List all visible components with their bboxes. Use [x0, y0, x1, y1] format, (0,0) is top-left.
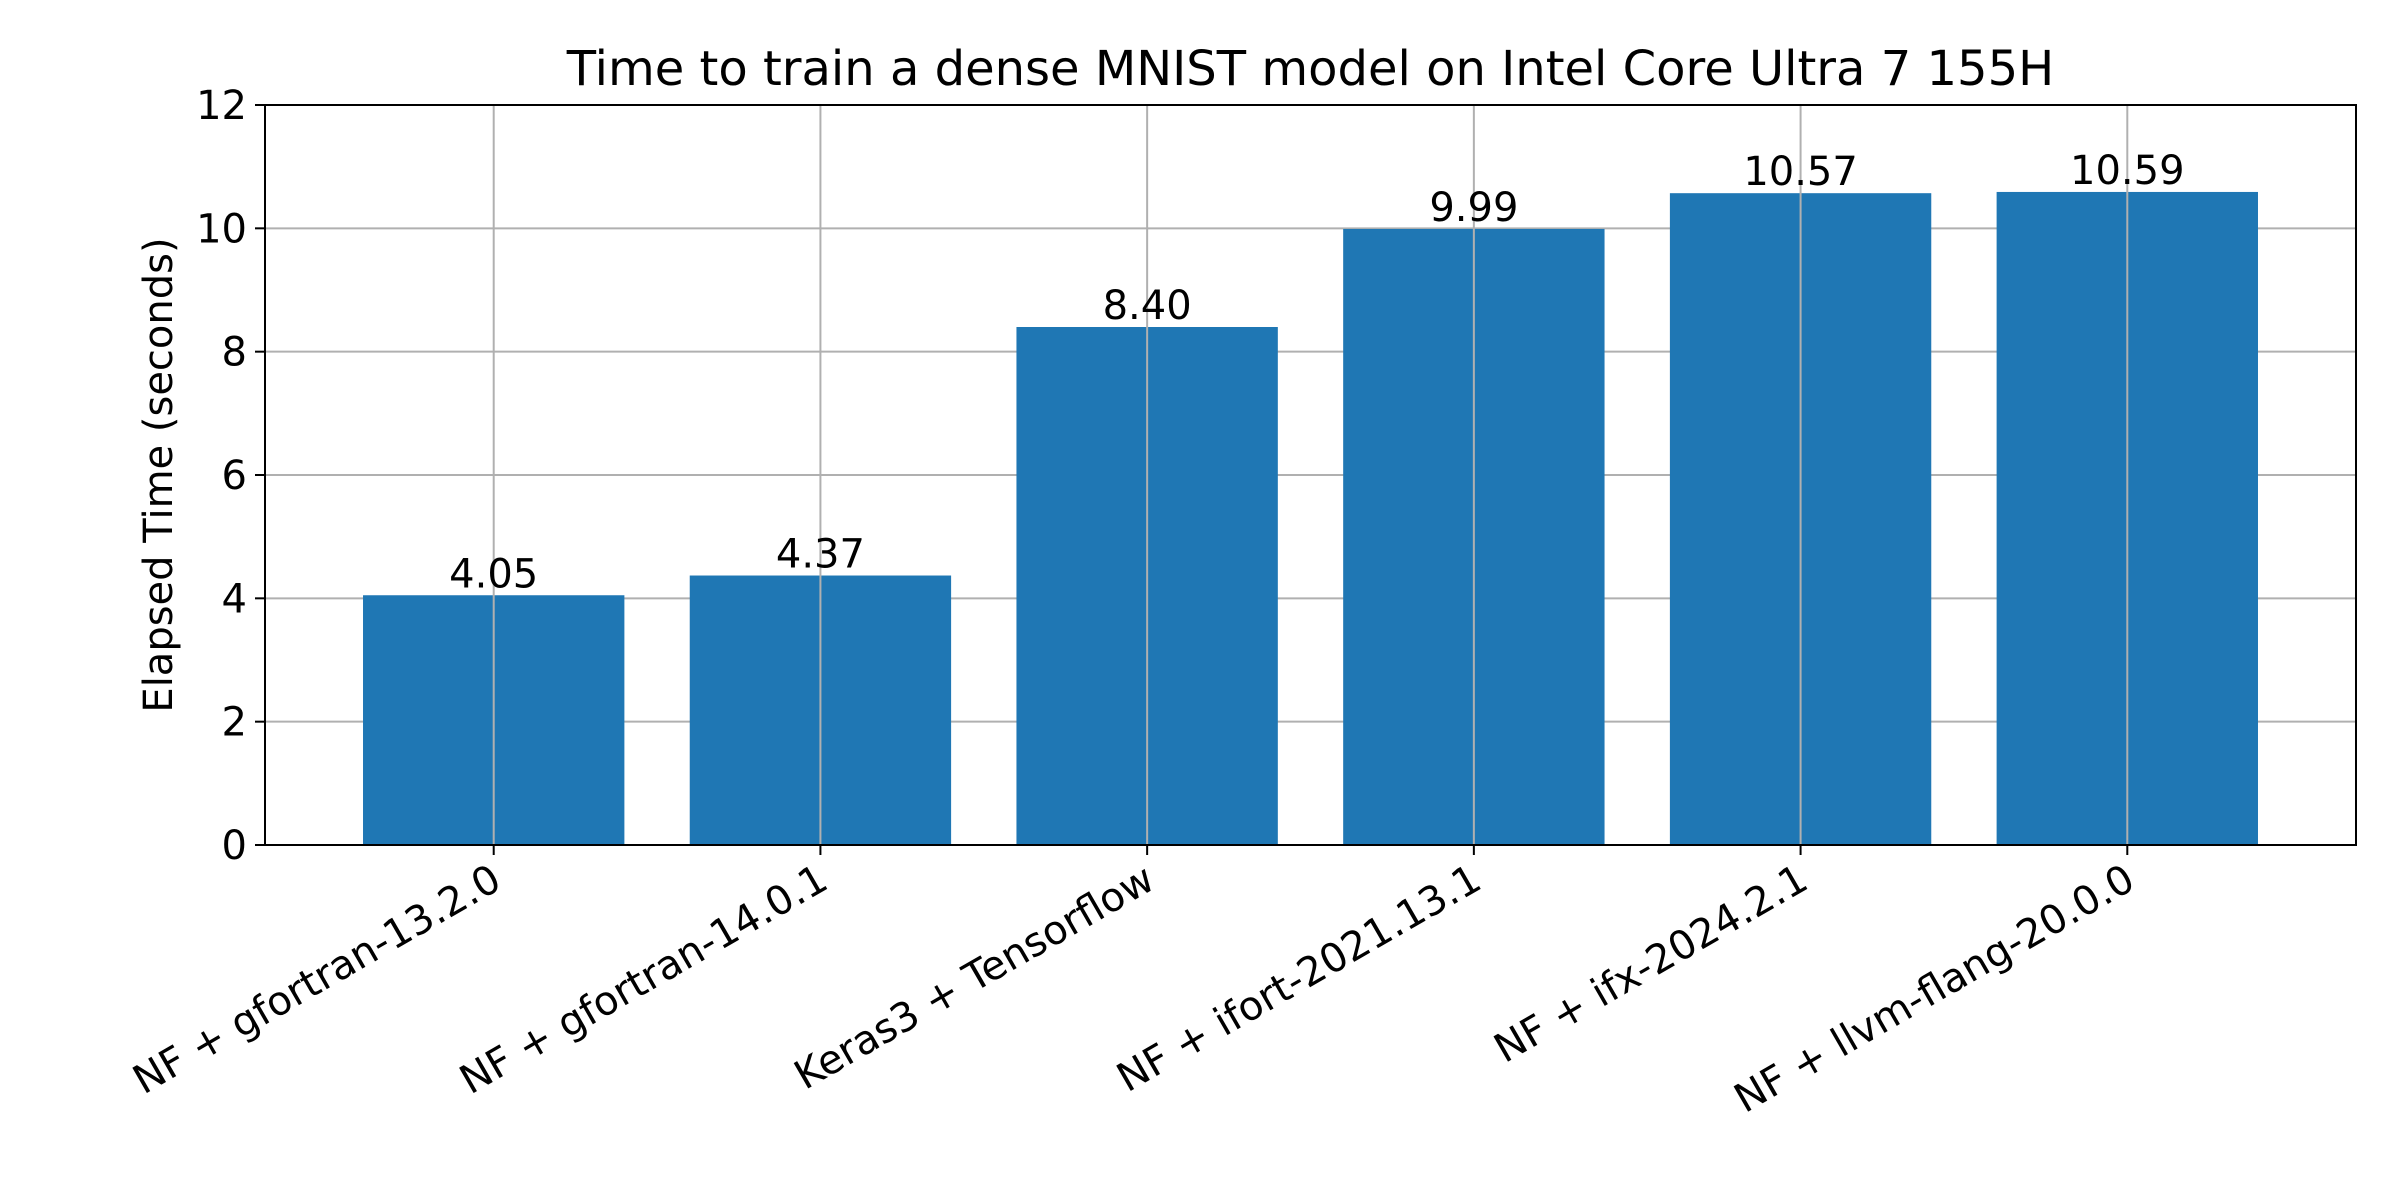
vertical-grid-lines [492, 105, 2129, 845]
y-tick-label: 6 [222, 453, 247, 499]
y-tick-label: 4 [222, 576, 247, 622]
y-axis-label: Elapsed Time (seconds) [136, 237, 182, 712]
data-label: 10.57 [1743, 149, 1858, 195]
data-labels: 4.05 4.37 8.40 9.99 10.57 10.59 [449, 148, 2184, 597]
data-label: 4.37 [776, 532, 865, 578]
y-tick-label: 2 [222, 700, 247, 746]
data-label: 10.59 [2070, 148, 2185, 194]
data-label: 4.05 [449, 551, 538, 597]
y-tick-label: 12 [196, 83, 247, 129]
data-label: 9.99 [1429, 185, 1518, 231]
data-label: 8.40 [1103, 283, 1192, 329]
y-tick-label: 8 [222, 330, 247, 376]
chart-title: Time to train a dense MNIST model on Int… [566, 41, 2054, 97]
y-tick-label: 0 [222, 823, 247, 869]
y-tick-label: 10 [196, 206, 247, 252]
